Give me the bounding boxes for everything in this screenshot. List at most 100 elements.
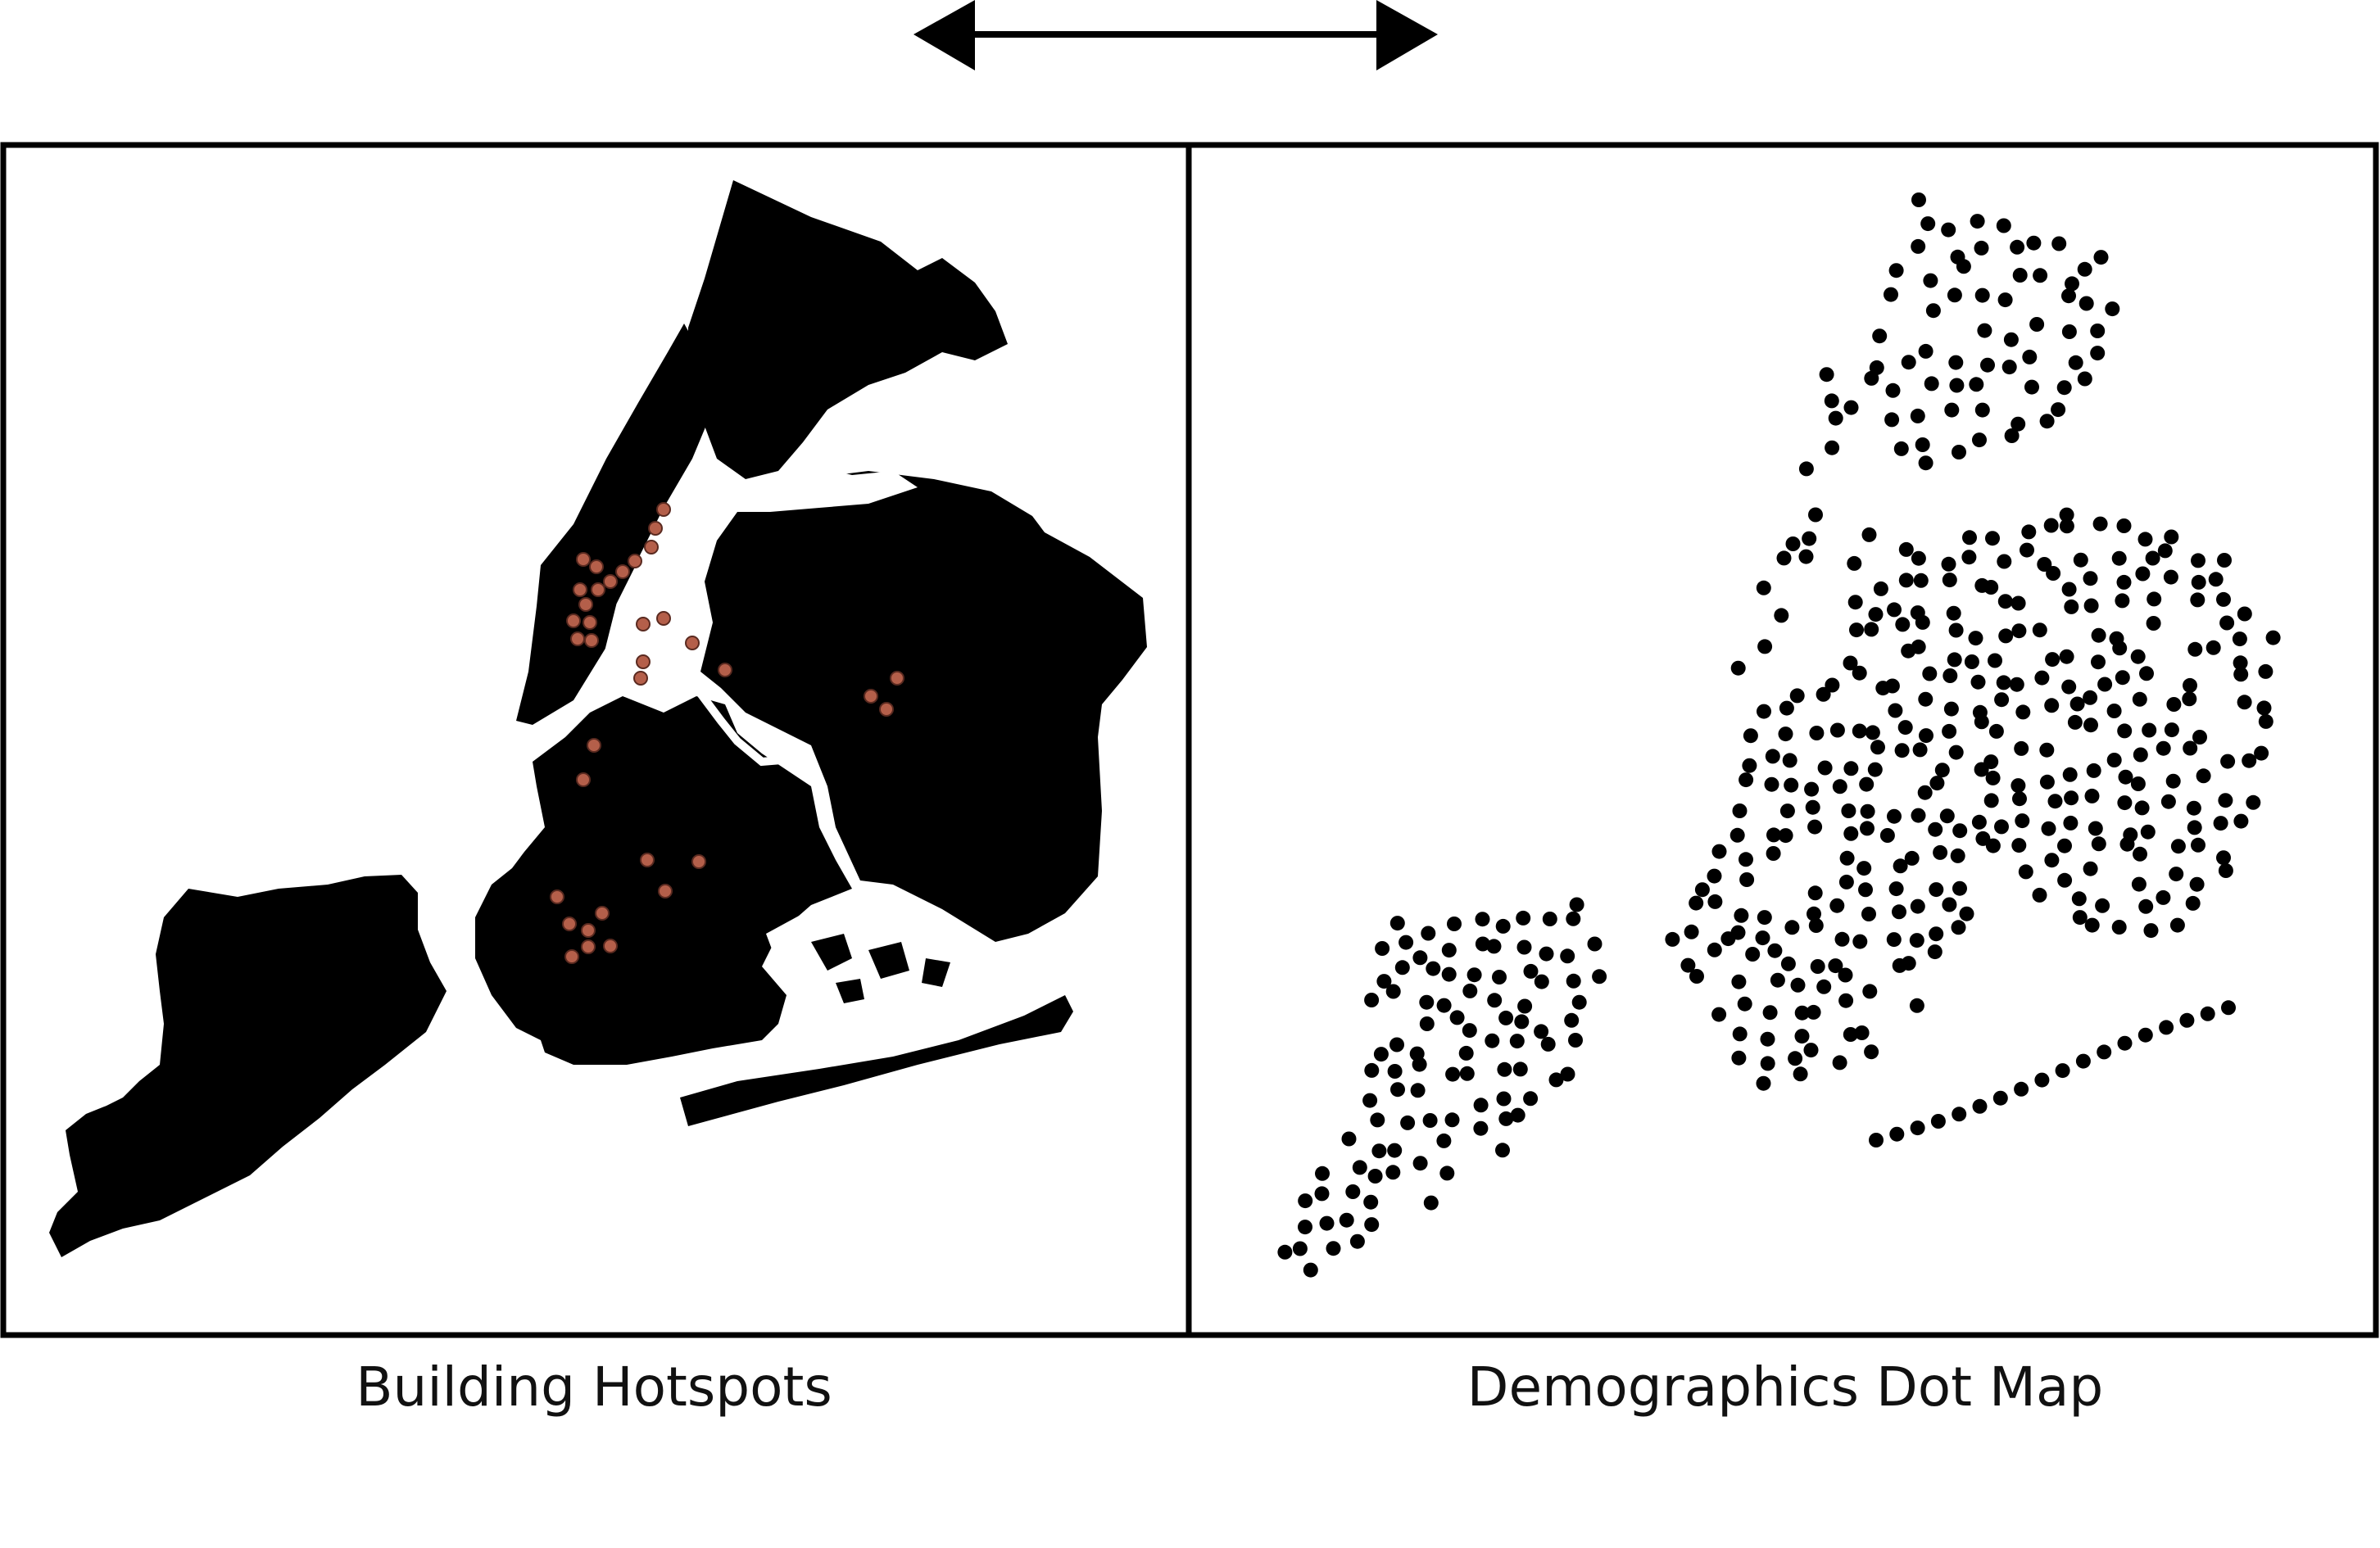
population-dot [1909, 998, 1924, 1013]
population-dot [1364, 1062, 1380, 1078]
population-dot [2068, 355, 2083, 370]
population-dot [2163, 569, 2178, 585]
population-dot [1997, 292, 2013, 308]
population-dot [1894, 743, 1910, 758]
population-dot [1947, 287, 1962, 303]
population-dot [2083, 598, 2099, 613]
population-dot [1292, 1241, 1308, 1256]
population-dot [1968, 631, 1983, 646]
population-dot [1861, 907, 1876, 921]
hotspot [603, 939, 618, 953]
population-dot [1847, 555, 1862, 571]
population-dot [1534, 1024, 1549, 1039]
population-dot [2164, 529, 2179, 545]
population-dot [2091, 627, 2106, 643]
population-dot [1828, 410, 1843, 426]
population-dot [1436, 998, 1452, 1013]
population-dot [2242, 753, 2257, 768]
population-dot [1385, 1165, 1401, 1180]
population-dot [1542, 912, 1557, 926]
population-dot [1364, 1217, 1380, 1233]
population-dot [1774, 608, 1789, 623]
population-dot [1918, 343, 1933, 359]
population-dot [1864, 1044, 1879, 1060]
population-dot [1860, 803, 1875, 819]
population-dot [2183, 677, 2197, 693]
population-dot [1376, 974, 1392, 989]
hotspot [658, 884, 673, 898]
hotspot [581, 939, 596, 954]
population-dot [2088, 821, 2103, 836]
population-dot [1349, 1233, 1365, 1249]
population-dot [1974, 240, 1989, 256]
population-dot [2256, 700, 2272, 716]
population-dot [1870, 740, 1885, 755]
population-dot [2011, 595, 2026, 611]
population-dot [1303, 1262, 1318, 1278]
population-dot [1765, 749, 1780, 764]
population-dot [1729, 827, 1745, 843]
population-dot [2012, 268, 2028, 283]
borough-staten-island [49, 875, 447, 1257]
population-dot [1873, 581, 1888, 596]
population-dot [2011, 838, 2027, 853]
building-hotspots-map [49, 180, 1147, 1257]
population-dot [1829, 898, 1845, 913]
population-dot [1970, 214, 1985, 229]
population-dot [2037, 557, 2052, 572]
population-dot [1757, 910, 1772, 926]
population-dot [2185, 895, 2201, 911]
population-dot [1739, 772, 1754, 788]
population-dot [2083, 571, 2098, 586]
population-dot [2034, 670, 2050, 686]
population-dot [1780, 956, 1796, 971]
population-dot [2146, 616, 2161, 631]
rockaway-peninsula [680, 995, 1073, 1126]
population-dot [1808, 918, 1824, 933]
population-dot [1689, 895, 1704, 911]
population-dot [1804, 781, 1820, 797]
population-dot [1929, 926, 1944, 942]
population-dot [1983, 793, 1999, 808]
population-dot [1909, 933, 1924, 948]
population-dot [2133, 846, 2147, 862]
caption-building-hotspots: Building Hotspots [356, 1356, 832, 1419]
population-dot [1778, 726, 1793, 742]
population-dot [1798, 461, 1814, 477]
population-dot [1934, 763, 1950, 778]
population-dot [1473, 1098, 1489, 1113]
population-dot [1341, 1131, 1357, 1147]
population-dot [1760, 1031, 1775, 1047]
population-dot [2192, 730, 2207, 745]
population-dot [2059, 518, 2074, 534]
population-dot [1516, 939, 1532, 955]
population-dot [1997, 554, 2012, 569]
population-dot [1862, 984, 1878, 999]
hotspot [566, 613, 581, 628]
population-dot [1767, 943, 1783, 958]
population-dot [1711, 844, 1727, 859]
population-dot [2020, 542, 2034, 558]
population-dot [2115, 593, 2130, 609]
population-dot [2063, 815, 2079, 831]
population-dot [1805, 799, 1820, 815]
population-dot [1969, 377, 1984, 392]
population-dot [1927, 944, 1943, 960]
population-dot [2182, 691, 2197, 707]
population-dot [2039, 414, 2055, 429]
population-dot [1964, 654, 1979, 669]
population-dot [2106, 753, 2122, 767]
population-dot [2196, 768, 2211, 784]
hotspot [691, 854, 706, 869]
population-dot [1911, 238, 1926, 254]
population-dot [1807, 819, 1823, 835]
population-dot [2047, 794, 2063, 809]
population-dot [2095, 898, 2110, 913]
population-dot [1788, 1051, 1803, 1066]
population-dot [2105, 301, 2120, 317]
population-dot [1462, 983, 1478, 998]
population-dot [2071, 891, 2087, 907]
population-dot [1731, 974, 1747, 989]
population-dot [2133, 747, 2148, 763]
borough-brooklyn [475, 696, 852, 1065]
